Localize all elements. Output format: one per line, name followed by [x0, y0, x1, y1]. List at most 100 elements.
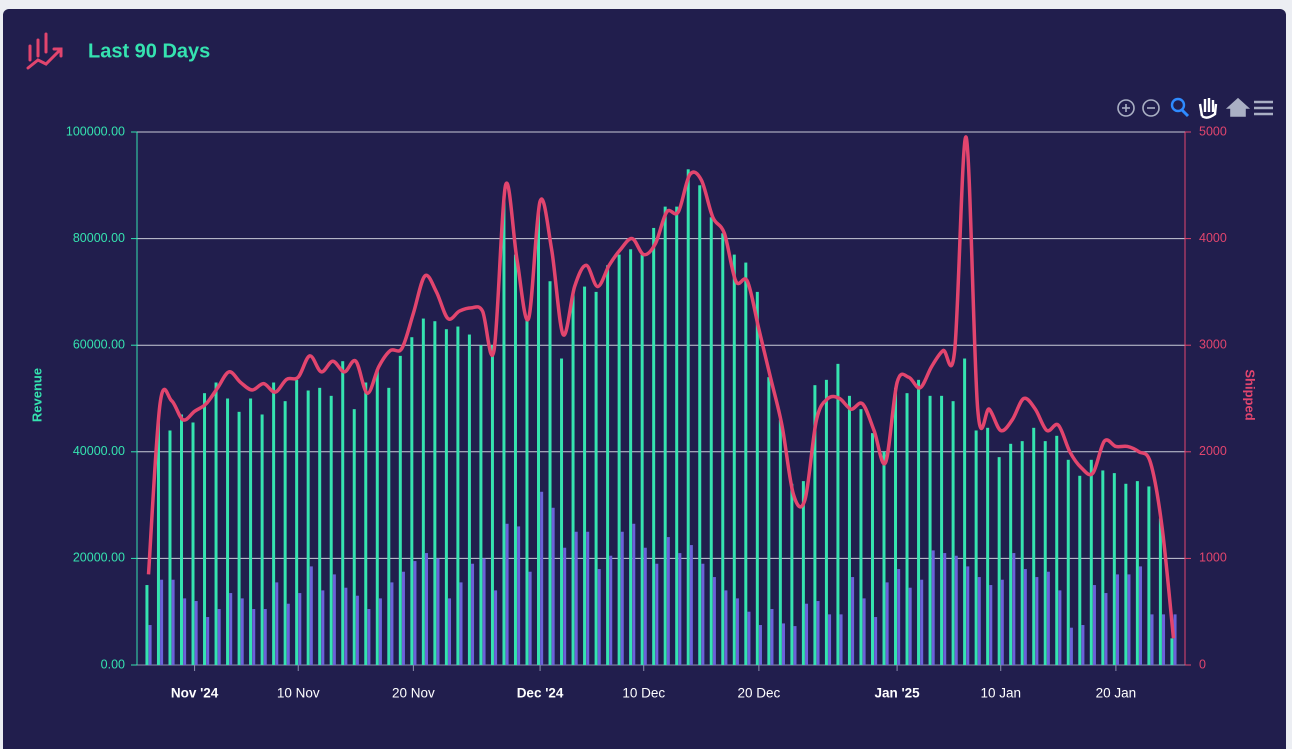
bar	[758, 625, 762, 665]
bar	[490, 345, 494, 665]
bar	[1092, 585, 1096, 665]
y2-tick-label: 2000	[1199, 444, 1227, 458]
bar	[781, 623, 785, 665]
bar	[986, 427, 990, 665]
bar	[410, 337, 414, 665]
bar	[548, 281, 552, 665]
bar	[1089, 459, 1093, 665]
bar	[1135, 481, 1139, 665]
bar	[1046, 571, 1050, 665]
bar	[954, 555, 958, 665]
bar	[1078, 475, 1082, 665]
bar	[847, 395, 851, 665]
bar	[321, 590, 325, 665]
bar	[1101, 470, 1105, 665]
y2-tick-label: 1000	[1199, 551, 1227, 565]
bar	[229, 593, 233, 665]
bar	[260, 414, 264, 665]
y2-tick-label: 5000	[1199, 124, 1227, 138]
bar	[421, 318, 425, 665]
x-tick-label: 10 Nov	[277, 686, 320, 701]
bar	[816, 601, 820, 665]
bar	[732, 254, 736, 665]
y-tick-label: 100000.00	[66, 124, 125, 138]
bar	[424, 553, 428, 665]
bar	[1150, 614, 1154, 665]
bar	[894, 387, 898, 665]
bar	[467, 334, 471, 665]
bar	[701, 563, 705, 665]
bar	[801, 481, 805, 665]
chart-title: Last 90 Days	[88, 40, 210, 62]
bar	[1000, 579, 1004, 665]
bar	[805, 603, 809, 665]
bar	[617, 254, 621, 665]
bar	[479, 345, 483, 665]
bar	[240, 598, 244, 665]
bar	[917, 379, 921, 665]
bar	[355, 595, 359, 665]
bar	[839, 614, 843, 665]
bar	[513, 254, 517, 665]
bar	[494, 590, 498, 665]
bar	[755, 291, 759, 665]
bar	[632, 523, 636, 665]
bar	[920, 579, 924, 665]
bar	[191, 422, 195, 665]
bar	[1035, 577, 1039, 665]
bar	[609, 555, 613, 665]
bar	[974, 430, 978, 665]
bar	[813, 385, 817, 665]
x-tick-label: 20 Jan	[1096, 686, 1137, 701]
bar	[252, 609, 256, 665]
bar	[1066, 459, 1070, 665]
toolbar[interactable]	[1117, 97, 1273, 119]
bar	[540, 491, 544, 665]
y-tick-label: 0.00	[101, 657, 125, 671]
bar	[563, 547, 567, 665]
bar	[1009, 443, 1013, 665]
bar	[263, 609, 267, 665]
bar	[966, 566, 970, 665]
y2-tick-label: 3000	[1199, 337, 1227, 351]
bar	[1058, 590, 1062, 665]
bar	[678, 553, 682, 665]
bar	[226, 398, 230, 665]
bar	[145, 585, 149, 665]
bar	[744, 262, 748, 665]
bar	[712, 577, 716, 665]
bar	[1112, 473, 1116, 665]
bar	[1170, 638, 1174, 665]
bar	[237, 411, 241, 665]
bar	[689, 545, 693, 665]
bar	[309, 566, 313, 665]
bar	[724, 590, 728, 665]
bar	[298, 593, 302, 665]
bar	[448, 598, 452, 665]
bar	[272, 382, 276, 665]
bar	[1147, 486, 1151, 665]
bar	[148, 625, 152, 665]
bar	[433, 321, 437, 665]
bar	[217, 609, 221, 665]
bar	[306, 390, 310, 665]
bar	[456, 326, 460, 665]
bar	[194, 601, 198, 665]
bar	[332, 574, 336, 665]
bar	[620, 531, 624, 665]
x-tick-label: Jan '25	[874, 686, 920, 701]
bar	[1023, 569, 1027, 665]
bar	[171, 579, 175, 665]
x-tick-label: Nov '24	[171, 686, 219, 701]
bar	[1055, 435, 1059, 665]
bar	[387, 387, 391, 665]
bar	[502, 195, 506, 665]
bar	[594, 291, 598, 665]
bar	[721, 233, 725, 665]
bar	[747, 611, 751, 665]
bar	[1124, 483, 1128, 665]
bar	[436, 558, 440, 665]
y-tick-label: 60000.00	[73, 337, 125, 351]
bar	[352, 409, 356, 665]
bar	[963, 358, 967, 665]
